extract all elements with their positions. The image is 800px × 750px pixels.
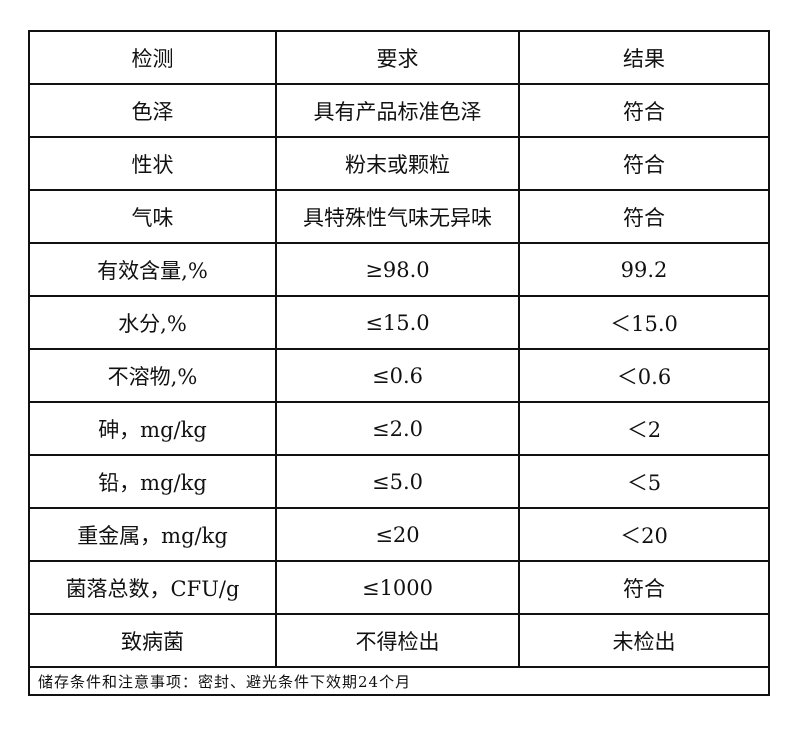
table-row: 菌落总数，CFU/g ≤1000 符合 [28, 560, 770, 615]
result-cell: 99.2 [518, 242, 770, 297]
result-cell: ＜20 [518, 507, 770, 562]
test-cell: 菌落总数，CFU/g [28, 560, 277, 615]
result-cell: ＜0.6 [518, 348, 770, 403]
requirement-cell: ≤0.6 [275, 348, 520, 403]
table-row: 有效含量,% ≥98.0 99.2 [28, 242, 770, 297]
requirement-cell: 具特殊性气味无异味 [275, 189, 520, 244]
table-row: 铅，mg/kg ≤5.0 ＜5 [28, 454, 770, 509]
test-cell: 致病菌 [28, 613, 277, 668]
result-cell: ＜15.0 [518, 295, 770, 350]
result-cell: 符合 [518, 560, 770, 615]
requirement-cell: ≤20 [275, 507, 520, 562]
result-cell: 未检出 [518, 613, 770, 668]
test-cell: 砷，mg/kg [28, 401, 277, 456]
result-cell: 符合 [518, 136, 770, 191]
header-cell-requirement: 要求 [275, 30, 520, 85]
requirement-cell: ≤5.0 [275, 454, 520, 509]
table-row: 不溶物,% ≤0.6 ＜0.6 [28, 348, 770, 403]
header-cell-test: 检测 [28, 30, 277, 85]
table-row: 重金属，mg/kg ≤20 ＜20 [28, 507, 770, 562]
header-cell-result: 结果 [518, 30, 770, 85]
test-cell: 不溶物,% [28, 348, 277, 403]
table-row: 性状 粉末或颗粒 符合 [28, 136, 770, 191]
requirement-cell: ≥98.0 [275, 242, 520, 297]
test-cell: 色泽 [28, 83, 277, 138]
table-row: 致病菌 不得检出 未检出 [28, 613, 770, 668]
table-row: 色泽 具有产品标准色泽 符合 [28, 83, 770, 138]
table-row: 气味 具特殊性气味无异味 符合 [28, 189, 770, 244]
requirement-cell: ≤2.0 [275, 401, 520, 456]
header-row: 检测 要求 结果 [28, 30, 770, 85]
test-cell: 气味 [28, 189, 277, 244]
test-cell: 重金属，mg/kg [28, 507, 277, 562]
requirement-cell: 不得检出 [275, 613, 520, 668]
inspection-table: 检测 要求 结果 色泽 具有产品标准色泽 符合 性状 粉末或颗粒 符合 气味 具特殊性气味无异… [28, 30, 770, 696]
footer-row: 储存条件和注意事项：密封、避光条件下效期24个月 [28, 666, 770, 696]
table-row: 砷，mg/kg ≤2.0 ＜2 [28, 401, 770, 456]
test-cell: 有效含量,% [28, 242, 277, 297]
requirement-cell: ≤15.0 [275, 295, 520, 350]
test-cell: 铅，mg/kg [28, 454, 277, 509]
requirement-cell: ≤1000 [275, 560, 520, 615]
result-cell: ＜2 [518, 401, 770, 456]
result-cell: ＜5 [518, 454, 770, 509]
test-cell: 水分,% [28, 295, 277, 350]
requirement-cell: 具有产品标准色泽 [275, 83, 520, 138]
result-cell: 符合 [518, 83, 770, 138]
table-row: 水分,% ≤15.0 ＜15.0 [28, 295, 770, 350]
result-cell: 符合 [518, 189, 770, 244]
test-cell: 性状 [28, 136, 277, 191]
storage-note: 储存条件和注意事项：密封、避光条件下效期24个月 [28, 666, 770, 696]
requirement-cell: 粉末或颗粒 [275, 136, 520, 191]
